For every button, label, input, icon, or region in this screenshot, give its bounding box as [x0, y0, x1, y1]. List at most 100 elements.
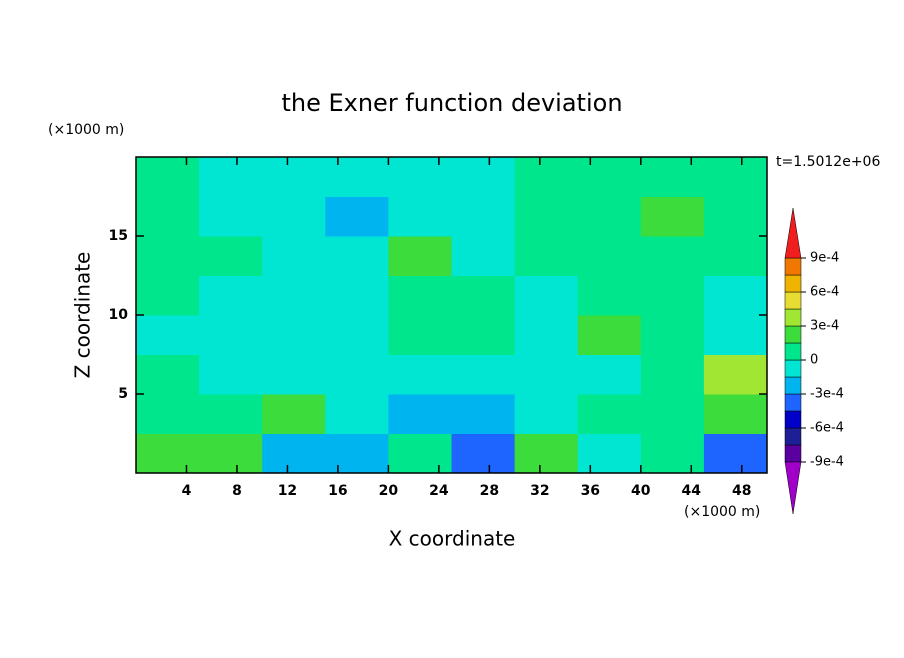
contour-cell [514, 433, 579, 474]
colorbar-label: -9e-4 [810, 455, 844, 470]
x-tick-label: 24 [429, 483, 449, 499]
contour-cell [577, 433, 642, 474]
contour-cell [325, 196, 389, 237]
x-tick-label: 4 [182, 483, 192, 499]
contour-cell [136, 275, 200, 316]
colorbar-box [784, 274, 802, 293]
contour-cell [451, 236, 516, 276]
contour-cell [325, 157, 389, 197]
contour-cell [136, 354, 200, 395]
contour-cell [388, 275, 452, 316]
contour-cell [451, 157, 516, 197]
contour-cell [577, 236, 642, 276]
contour-cell [136, 157, 200, 197]
contour-cell [136, 236, 200, 276]
contour-cell [703, 315, 768, 355]
colorbar-box [784, 308, 802, 327]
colorbar-box [784, 291, 802, 310]
contour-cell [514, 354, 579, 395]
colorbar-label: -3e-4 [810, 387, 844, 402]
colorbar-label: 3e-4 [810, 319, 839, 334]
contour-cell [325, 315, 389, 355]
contour-cell [514, 196, 579, 237]
colorbar-box [784, 342, 802, 361]
x-axis-label: X coordinate [389, 527, 516, 551]
contour-cell [199, 354, 263, 395]
contour-cell [262, 394, 326, 434]
contour-cell [199, 196, 263, 237]
x-tick-label: 28 [480, 483, 499, 499]
contour-cell [640, 275, 705, 316]
colorbar-box [784, 393, 802, 412]
contour-cell [577, 157, 642, 197]
contour-cell [136, 196, 200, 237]
contour-cell [325, 394, 389, 434]
contour-cell [514, 275, 579, 316]
contour-cell [199, 236, 263, 276]
contour-cell [640, 196, 705, 237]
contour-cell [577, 196, 642, 237]
contour-cell [325, 354, 389, 395]
contour-cell [199, 394, 263, 434]
contour-cell [388, 433, 452, 474]
contour-cell [136, 315, 200, 355]
contour-cell [325, 433, 389, 474]
x-tick-label: 36 [581, 483, 600, 499]
contour-cell [262, 157, 326, 197]
x-tick-label: 32 [530, 483, 549, 499]
colorbar-triangle-low [784, 461, 802, 515]
contour-cell [703, 236, 768, 276]
contour-cell [388, 157, 452, 197]
contour-cell [388, 196, 452, 237]
contour-cell [325, 236, 389, 276]
contour-cell [640, 315, 705, 355]
colorbar-box [784, 359, 802, 378]
colorbar-label: 0 [810, 353, 818, 368]
colorbar-label: -6e-4 [810, 421, 844, 436]
contour-cell [451, 196, 516, 237]
contour-cell [640, 157, 705, 197]
contour-cell [514, 394, 579, 434]
contour-cell [199, 433, 263, 474]
contour-cell [514, 236, 579, 276]
contour-cell [703, 433, 768, 474]
contour-cell [262, 196, 326, 237]
chart-title: the Exner function deviation [281, 89, 622, 117]
contour-cell [388, 236, 452, 276]
contour-cell [640, 433, 705, 474]
y-tick-label: 15 [109, 228, 128, 244]
x-tick-label: 20 [379, 483, 399, 499]
colorbar-label: 9e-4 [810, 251, 839, 266]
contour-cell [262, 275, 326, 316]
y-tick-label: 5 [118, 386, 128, 402]
contour-cell [199, 315, 263, 355]
contour-cell [388, 315, 452, 355]
y-tick-label: 10 [109, 307, 129, 323]
contour-cell [262, 433, 326, 474]
colorbar-box [784, 325, 802, 344]
contour-cell [262, 236, 326, 276]
x-tick-label: 8 [232, 483, 242, 499]
contour-cell [703, 157, 768, 197]
contour-cell [451, 315, 516, 355]
contour-cell [640, 354, 705, 395]
contour-cell [640, 236, 705, 276]
x-tick-label: 48 [732, 483, 751, 499]
contour-cell [577, 394, 642, 434]
y-unit: (×1000 m) [48, 122, 124, 138]
colorbar-triangle-high [784, 207, 802, 259]
x-tick-label: 16 [328, 483, 347, 499]
colorbar-label: 6e-4 [810, 285, 839, 300]
contour-cell [199, 157, 263, 197]
contour-cell [514, 315, 579, 355]
contour-cell [514, 157, 579, 197]
y-axis-label: Z coordinate [71, 252, 95, 379]
x-unit: (×1000 m) [684, 504, 760, 520]
contour-cell [703, 196, 768, 237]
contour-cell [451, 394, 516, 434]
contour-cell [451, 433, 516, 474]
colorbar-box [784, 257, 802, 276]
contour-cell [388, 354, 452, 395]
x-tick-label: 40 [631, 483, 651, 499]
